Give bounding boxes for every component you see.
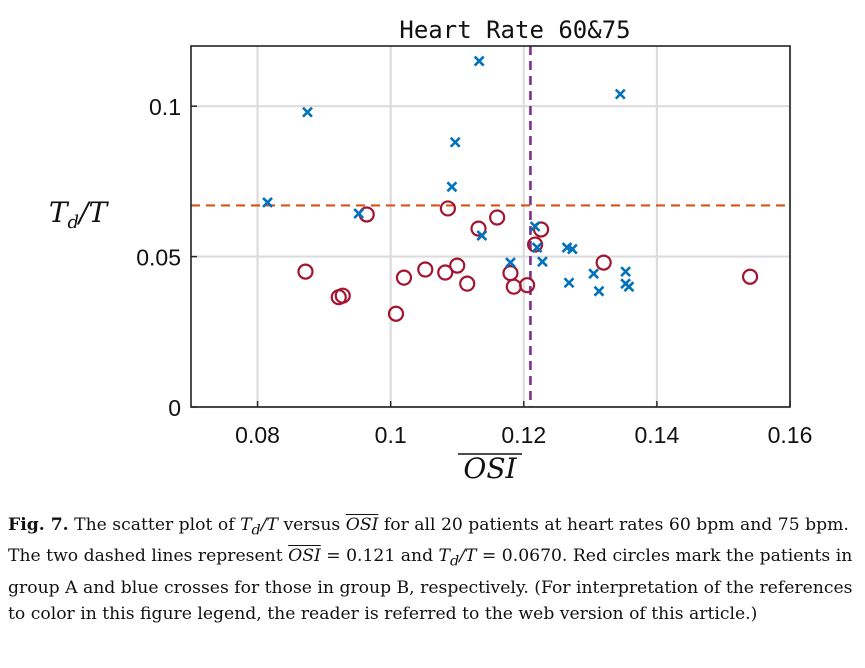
caption-math: /T [260,515,278,535]
cross-marker [302,106,313,118]
cross-marker [588,268,600,280]
circle-marker [437,264,454,281]
grid [191,46,792,409]
circle-marker [387,305,405,322]
caption-math: d [450,553,460,570]
cross-marker [446,181,458,193]
x-axis-label: OSI [458,452,522,485]
x-tick-labels: 0.08 0.1 0.12 0.14 0.16 [235,422,812,448]
circle-marker [334,287,351,304]
cross-marker [449,136,461,148]
caption-math: T [240,515,252,535]
caption-text: versus [277,515,346,535]
circle-marker [439,200,457,217]
cross-marker [623,281,635,293]
scatter-chart: Heart Rate 60&75 0.08 0.1 0.12 0.14 0.16 0 0.… [49,16,813,485]
caption-text: = 0.0670. Red circles mark the patients … [8,546,853,624]
caption-math: OSI [288,546,321,567]
x-tick-label: 0.12 [501,422,546,448]
cross-marker [536,256,548,268]
caption-math: /T [459,546,477,567]
circle-marker [532,221,550,238]
caption-math: T [438,546,451,567]
circle-marker [470,220,487,237]
circle-marker [417,261,434,278]
cross-marker [531,242,543,253]
circle-marker [595,254,612,271]
cross-marker [593,285,605,297]
cross-marker [262,197,273,208]
x-tick-label: 0.16 [768,422,813,448]
cross-marker [353,208,365,219]
cross-marker [566,243,578,255]
caption-text: for all 20 patients at heart rates 60 bp… [8,515,849,567]
circle-marker [489,209,506,226]
cross-marker [529,221,541,232]
x-tick-label: 0.08 [235,422,280,448]
circle-marker [741,268,759,285]
caption-math: OSI [345,515,379,535]
tick-marks [191,105,791,408]
plot-frame [190,45,791,408]
circle-marker [526,236,544,253]
circle-marker [459,275,476,292]
caption-label: Fig. 7. [8,515,69,535]
chart-title: Heart Rate 60&75 [399,16,630,44]
x-axis-label-text: OSI [463,452,517,485]
figure-caption: Fig. 7. The scatter plot of Td/T versus … [8,512,856,627]
circle-marker [297,263,314,280]
cross-marker [620,266,632,278]
data-points [262,55,759,322]
caption-text: = 0.121 and [320,546,439,567]
cross-marker [476,230,488,241]
cross-marker [563,277,575,289]
caption-text: The scatter plot of [74,515,241,535]
y-tick-labels: 0 0.05 0.1 [136,94,181,421]
cross-marker [614,88,626,100]
x-tick-label: 0.14 [635,422,680,448]
circle-marker [505,278,522,295]
x-tick-label: 0.1 [375,422,407,448]
y-tick-label: 0.05 [136,245,181,271]
y-tick-label: 0.1 [149,94,181,120]
circle-marker [449,257,466,274]
y-axis-label: Td/T [49,196,110,233]
cross-marker [473,55,485,67]
caption-math: d [251,522,261,539]
y-tick-label: 0 [168,395,181,421]
circle-marker [502,265,519,282]
cross-marker [505,257,516,269]
circle-marker [519,277,536,294]
circle-marker [395,269,413,286]
reference-lines [191,46,790,407]
